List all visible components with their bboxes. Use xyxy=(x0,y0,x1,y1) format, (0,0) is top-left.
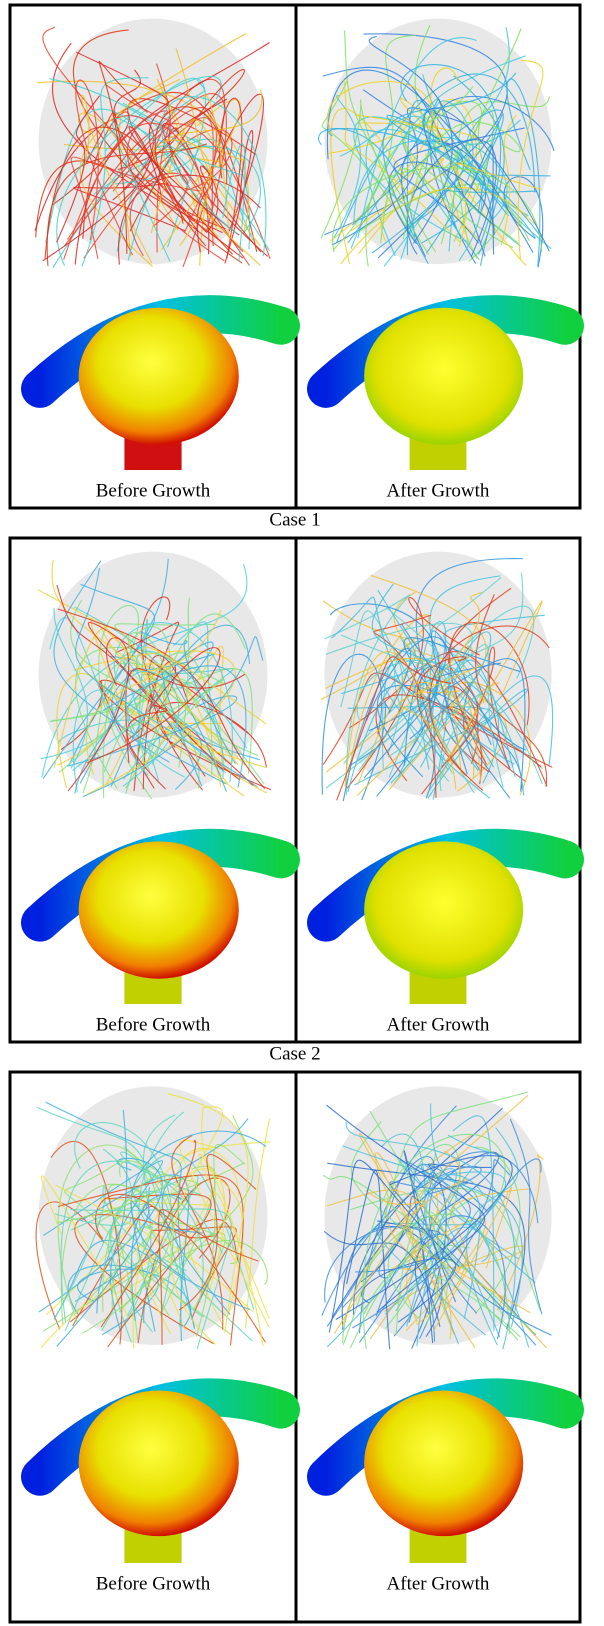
panel-caption: After Growth xyxy=(387,1573,490,1594)
vessel-image xyxy=(40,1390,281,1563)
aneurysm xyxy=(364,308,523,445)
panel-caption: Before Growth xyxy=(96,1014,211,1035)
streamline-image xyxy=(38,552,271,799)
figure: Before Growth After Growth Case 1 Before Gr… xyxy=(0,0,604,1626)
panel-caption: Before Growth xyxy=(96,480,211,501)
panel-caption: After Growth xyxy=(387,480,490,501)
aneurysm xyxy=(79,1390,239,1536)
vessel-image xyxy=(40,308,281,470)
vessel-image xyxy=(326,841,565,1004)
vessel-image xyxy=(326,1390,565,1563)
vessel-image xyxy=(326,308,565,470)
streamline-image xyxy=(35,19,270,268)
streamline-image xyxy=(318,19,554,268)
aneurysm xyxy=(79,841,239,978)
panel-caption: Before Growth xyxy=(96,1573,211,1594)
aneurysm xyxy=(364,841,523,978)
aneurysm xyxy=(79,308,239,445)
case-label: Case 1 xyxy=(269,509,320,530)
vessel-image xyxy=(40,841,281,1004)
streamline-image xyxy=(36,1086,270,1349)
panel-caption: After Growth xyxy=(387,1014,490,1035)
streamline-image xyxy=(321,552,553,801)
case-label: Case 2 xyxy=(269,1043,320,1064)
aneurysm xyxy=(364,1390,523,1536)
streamline-image xyxy=(322,1086,552,1349)
